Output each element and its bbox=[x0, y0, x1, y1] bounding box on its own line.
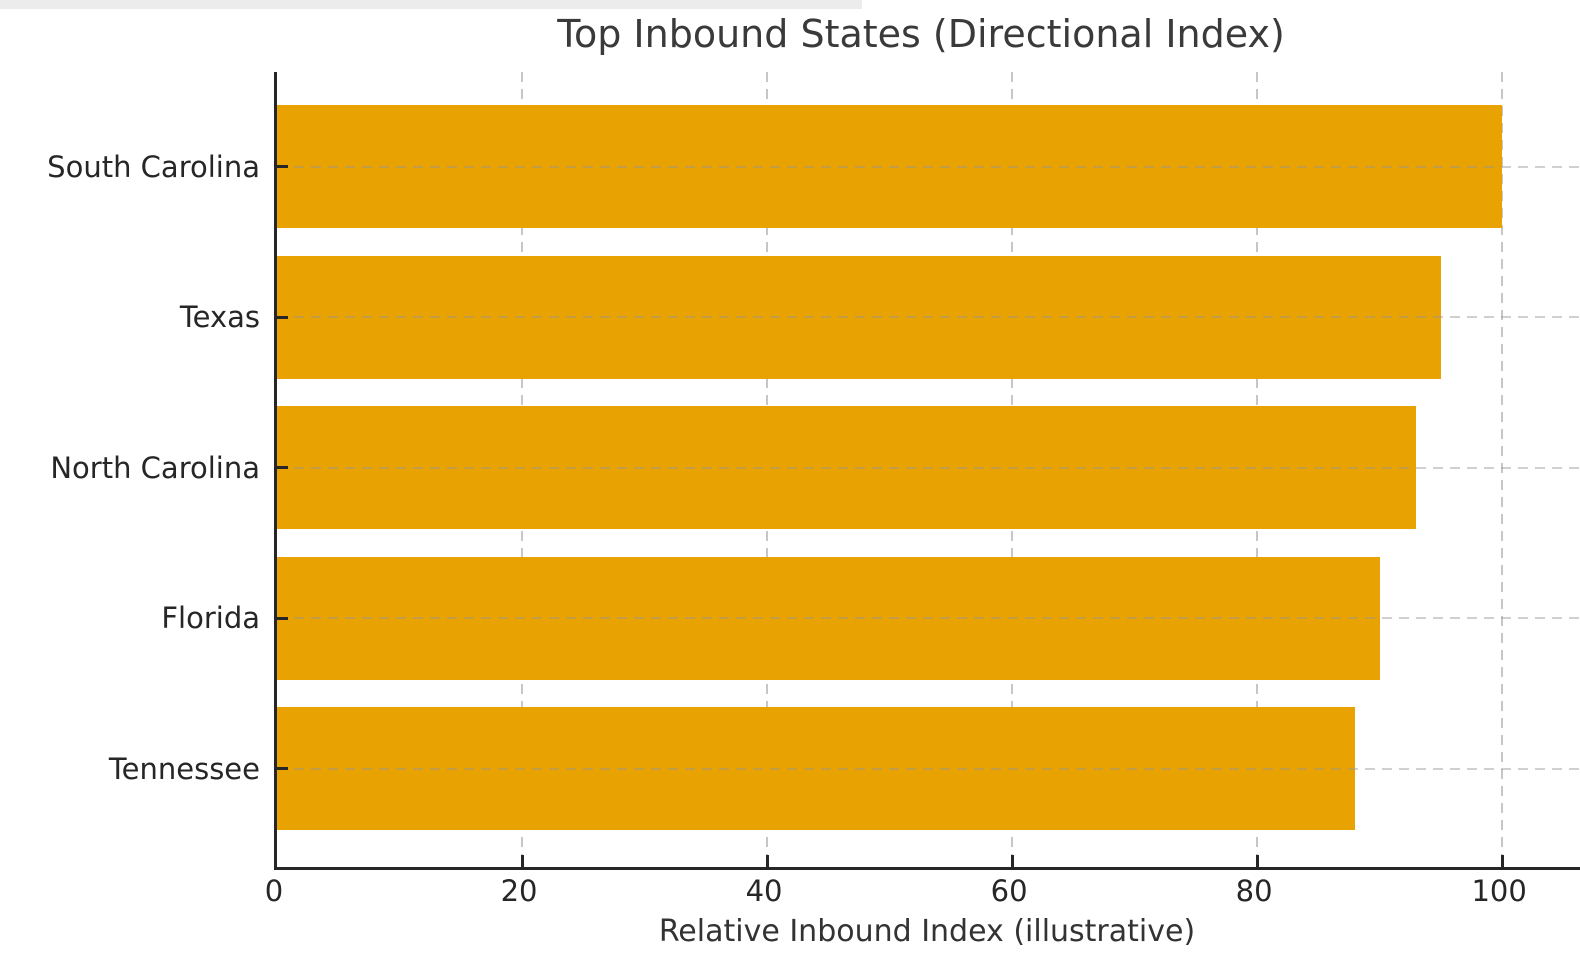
chart-title: Top Inbound States (Directional Index) bbox=[557, 12, 1285, 56]
x-axis-title: Relative Inbound Index (illustrative) bbox=[658, 914, 1196, 949]
bar-south-carolina bbox=[277, 105, 1503, 228]
x-tick-label: 20 bbox=[500, 874, 538, 908]
y-tick-label: North Carolina bbox=[50, 450, 260, 485]
x-tick-mark bbox=[1500, 855, 1504, 867]
x-tick-mark bbox=[520, 855, 524, 867]
y-tick-mark bbox=[277, 315, 288, 319]
y-tick-mark bbox=[277, 466, 288, 470]
x-tick-mark bbox=[1255, 855, 1259, 867]
h-gridline bbox=[277, 466, 1580, 469]
y-tick-label: Florida bbox=[161, 601, 260, 636]
h-gridline bbox=[277, 767, 1580, 770]
y-tick-mark bbox=[277, 616, 288, 620]
bar-florida bbox=[277, 556, 1380, 680]
h-gridline bbox=[277, 165, 1580, 168]
y-tick-mark bbox=[277, 165, 288, 168]
x-tick-label: 0 bbox=[264, 874, 284, 908]
v-gridline bbox=[1501, 72, 1504, 867]
top-edge-artifact bbox=[0, 0, 862, 9]
y-tick-mark bbox=[277, 767, 288, 771]
y-tick-label: Texas bbox=[179, 300, 260, 335]
h-gridline bbox=[277, 316, 1580, 319]
x-tick-mark bbox=[1010, 855, 1014, 867]
bar-north-carolina bbox=[277, 406, 1417, 530]
x-tick-label: 100 bbox=[1471, 874, 1527, 908]
bar-tennessee bbox=[277, 707, 1356, 831]
y-tick-label: South Carolina bbox=[47, 149, 260, 184]
h-gridline bbox=[277, 617, 1580, 620]
x-tick-label: 60 bbox=[990, 874, 1028, 908]
x-tick-mark bbox=[765, 855, 769, 867]
bar-texas bbox=[277, 255, 1441, 379]
y-tick-label: Tennessee bbox=[108, 751, 260, 786]
x-tick-label: 80 bbox=[1235, 874, 1273, 908]
x-tick-label: 40 bbox=[745, 874, 783, 908]
plot-area bbox=[274, 72, 1580, 870]
